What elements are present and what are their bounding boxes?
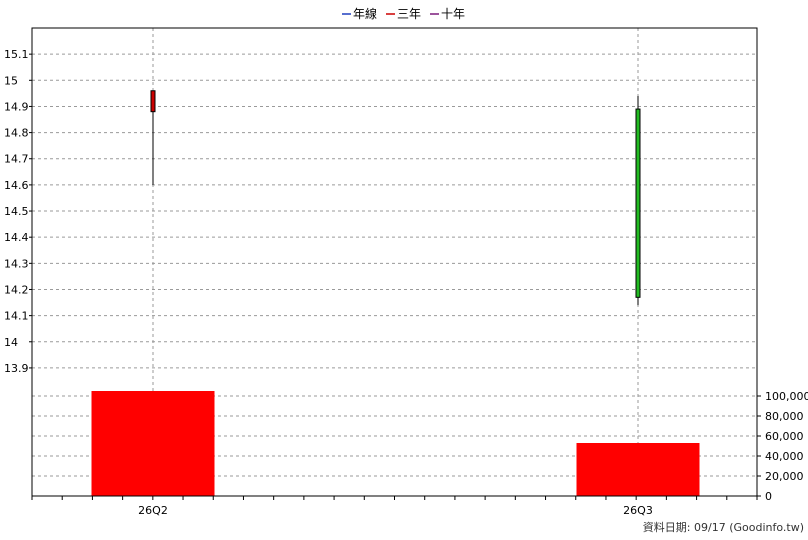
legend-label: 三年 [397, 7, 421, 21]
price-tick-label: 14.2 [4, 283, 29, 296]
price-tick-label: 13.9 [4, 362, 29, 375]
legend-label: 十年 [441, 7, 465, 21]
price-tick-label: 14.6 [4, 179, 29, 192]
footer-text: 資料日期: 09/17 (Goodinfo.tw) [643, 520, 804, 534]
volume-tick-label: 100,000 [765, 390, 808, 403]
candles [150, 90, 641, 306]
volume-tick-label: 20,000 [765, 470, 804, 483]
volume-tick-label: 80,000 [765, 410, 804, 423]
price-tick-label: 15.1 [4, 48, 29, 61]
price-tick-label: 14.3 [4, 257, 29, 270]
price-tick-label: 14.5 [4, 205, 29, 218]
x-tick-label: 26Q3 [623, 504, 653, 517]
price-tick-label: 14.7 [4, 153, 29, 166]
volume-tick-label: 40,000 [765, 450, 804, 463]
price-tick-label: 14.8 [4, 127, 29, 140]
legend-label: 年線 [353, 6, 377, 21]
candle-body [635, 108, 641, 298]
price-tick-label: 14 [4, 336, 18, 349]
price-tick-label: 14.1 [4, 310, 29, 323]
price-axis: 13.9 14 14.1 14.2 14.3 14.4 14.5 14.6 14.7 14.8 14… [4, 48, 32, 375]
price-tick-label: 14.4 [4, 231, 29, 244]
candle-body [150, 90, 156, 113]
volume-tick-label: 60,000 [765, 430, 804, 443]
price-tick-label: 15 [4, 74, 18, 87]
volume-bar [576, 443, 700, 496]
x-tick-label: 26Q2 [138, 504, 168, 517]
legend: 年線 三年 十年 [342, 6, 465, 21]
volume-bars [91, 391, 700, 496]
volume-tick-label: 0 [765, 490, 772, 503]
volume-bar [91, 391, 215, 496]
price-tick-label: 14.9 [4, 100, 29, 113]
x-axis: 26Q2 26Q3 [31, 496, 758, 517]
volume-axis: 0 20,000 40,000 60,000 80,000 100,000 [757, 390, 808, 503]
